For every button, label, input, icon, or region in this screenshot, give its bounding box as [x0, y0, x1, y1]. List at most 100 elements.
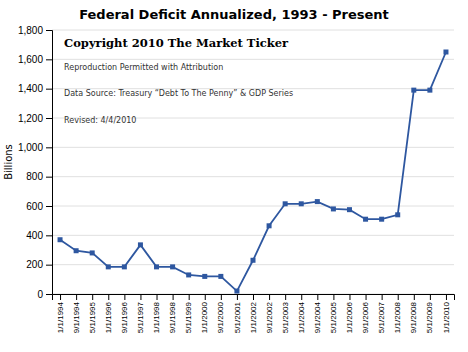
tick-label: 1,800 [18, 25, 43, 36]
marker [315, 199, 320, 204]
tick: 5/1/2003 [281, 294, 290, 333]
tick: 9/1/1998 [168, 294, 177, 333]
tick-label: 9/1/2004 [313, 301, 322, 333]
marker [202, 274, 207, 279]
tick-mark [430, 294, 431, 300]
tick-mark [46, 265, 52, 266]
tick-mark [237, 294, 238, 300]
tick-label: 200 [26, 259, 43, 270]
tick: 9/1/1996 [120, 294, 129, 333]
marker [331, 206, 336, 211]
plot-area: 0 200 400 600 800 1,000 1,200 1,400 1,600 1,800 1/… [18, 25, 455, 333]
tick-mark [398, 294, 399, 300]
marker [90, 250, 95, 255]
marks [58, 50, 449, 294]
tick-mark [108, 294, 109, 300]
tick-mark [173, 294, 174, 300]
marker [267, 223, 272, 228]
tick-mark [269, 294, 270, 300]
tick-mark [46, 294, 52, 295]
tick-mark [349, 294, 350, 300]
marker [379, 217, 384, 222]
marker [74, 248, 79, 253]
grid-line [52, 264, 454, 265]
tick-mark [46, 89, 52, 90]
tick: 1/1/2010 [442, 294, 451, 333]
tick-label: 1/1/1998 [152, 301, 161, 333]
tick-label: 9/1/1996 [120, 301, 129, 333]
tick-mark [189, 294, 190, 300]
tick-label: 1/1/2010 [442, 301, 451, 333]
tick: 5/1/2009 [425, 294, 434, 333]
tick-mark [92, 294, 93, 300]
chart: 0 200 400 600 800 1,000 1,200 1,400 1,600 1,800 1/… [0, 0, 468, 352]
tick-label: 9/1/1994 [72, 301, 81, 333]
tick: 1/1/1998 [152, 294, 161, 333]
marker [58, 237, 63, 242]
marker [363, 217, 368, 222]
marker [283, 201, 288, 206]
tick-label: 5/1/2005 [329, 301, 338, 333]
tick-mark [124, 294, 125, 300]
annotations: Copyright 2010 The Market Ticker Reproduc… [64, 36, 293, 125]
annotation: Copyright 2010 The Market Ticker [64, 36, 289, 50]
tick: 0 [37, 289, 52, 300]
tick: 200 [26, 259, 52, 270]
tick: 5/1/2005 [329, 294, 338, 333]
tick-label: 600 [26, 201, 43, 212]
grid-line [52, 147, 454, 148]
tick-mark [46, 30, 52, 31]
axis-line [53, 295, 455, 301]
marker [411, 88, 416, 93]
tick-label: 9/1/2000 [216, 301, 225, 333]
tick: 1/1/2000 [200, 294, 209, 333]
marker [347, 207, 352, 212]
tick-mark [205, 294, 206, 300]
tick-label: 5/1/2007 [377, 301, 386, 333]
annotation: Revised: 4/4/2010 [64, 116, 136, 125]
tick-label: 9/1/1998 [168, 301, 177, 333]
tick: 1/1/2002 [249, 294, 258, 333]
tick: 5/1/1999 [184, 294, 193, 333]
tick-mark [46, 235, 52, 236]
grid-line [52, 59, 454, 60]
tick: 400 [26, 230, 52, 241]
marker [186, 272, 191, 277]
tick-mark [317, 294, 318, 300]
tick: 1/1/2008 [393, 294, 402, 333]
marker [106, 264, 111, 269]
tick-label: 9/1/2002 [265, 301, 274, 333]
tick-label: 800 [26, 171, 43, 182]
tick-label: 1/1/2002 [249, 301, 258, 333]
tick-mark [157, 294, 158, 300]
marker [443, 50, 448, 55]
tick-mark [221, 294, 222, 300]
tick: 9/1/2004 [313, 294, 322, 333]
tick-label: 1/1/2006 [345, 301, 354, 333]
annotation: Reproduction Permitted with Attribution [64, 63, 223, 72]
tick: 1,400 [18, 83, 52, 94]
grid-line [52, 30, 454, 31]
tick-label: 1,000 [18, 142, 43, 153]
marker [299, 201, 304, 206]
tick: 1/1/2006 [345, 294, 354, 333]
tick-label: 400 [26, 230, 43, 241]
tick-label: 5/1/2009 [425, 301, 434, 333]
tick-label: 1,400 [18, 83, 43, 94]
tick-mark [46, 59, 52, 60]
tick-label: 1/1/2004 [297, 301, 306, 333]
tick-label: 1,600 [18, 54, 43, 65]
tick-mark [76, 294, 77, 300]
tick: 1,200 [18, 113, 52, 124]
tick: 9/1/2000 [216, 294, 225, 333]
tick-label: 0 [37, 289, 43, 300]
tick: 1,800 [18, 25, 52, 36]
tick: 5/1/1997 [136, 294, 145, 333]
tick-mark [366, 294, 367, 300]
tick-mark [140, 294, 141, 300]
tick-label: 5/1/2001 [233, 301, 242, 333]
tick: 9/1/1994 [72, 294, 81, 333]
tick: 600 [26, 201, 52, 212]
tick-mark [46, 118, 52, 119]
y-axis-label: Billions [3, 144, 14, 180]
